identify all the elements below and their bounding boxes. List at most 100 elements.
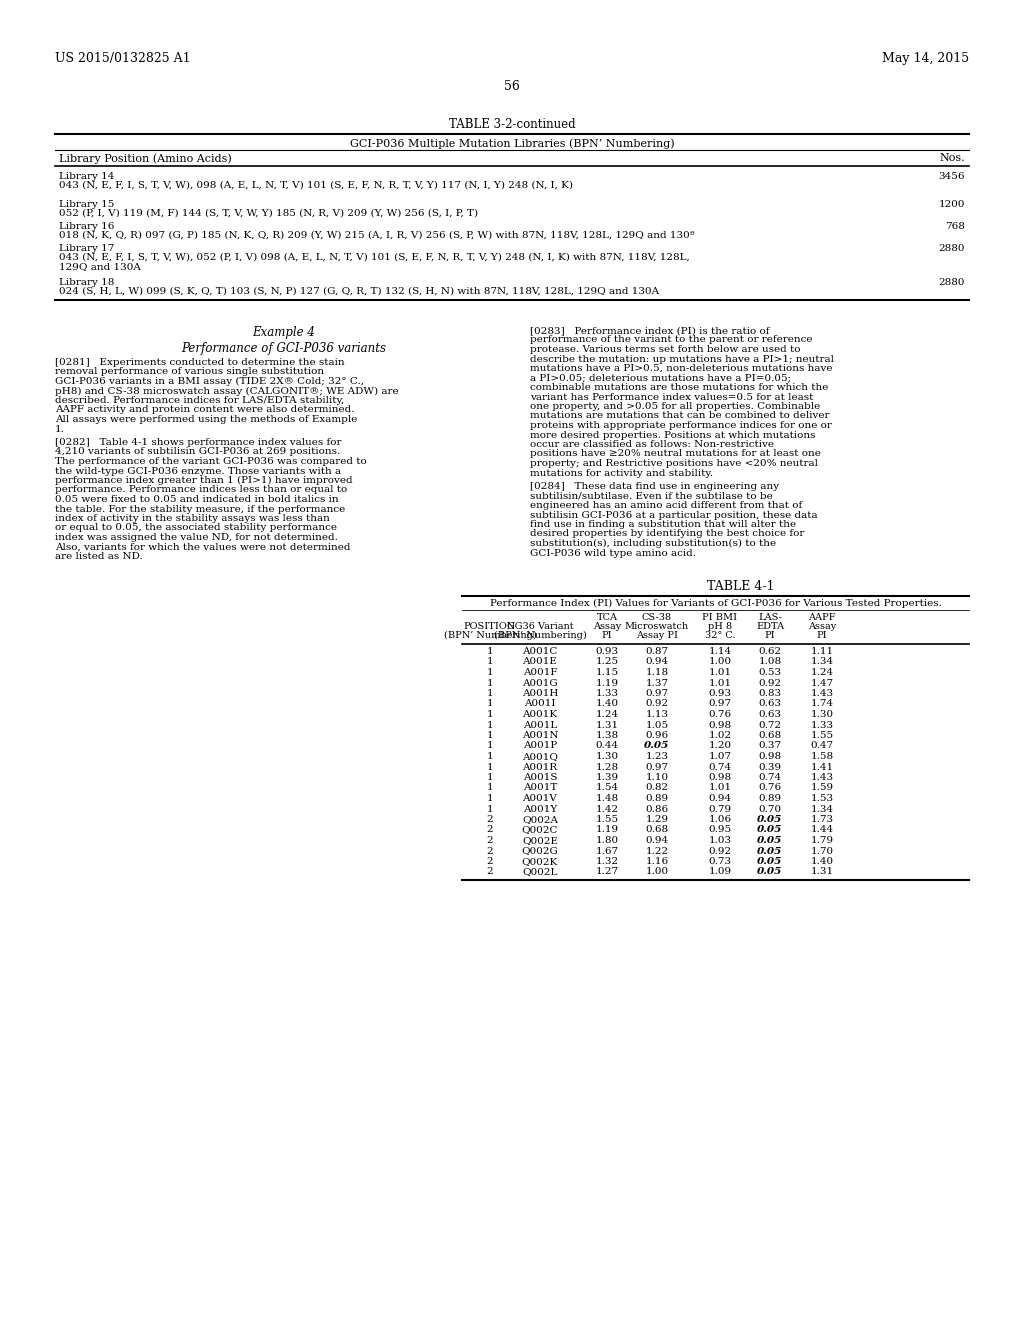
Text: more desired properties. Positions at which mutations: more desired properties. Positions at wh… [530,430,815,440]
Text: All assays were performed using the methods of Example: All assays were performed using the meth… [55,414,357,424]
Text: 1.: 1. [55,425,65,433]
Text: 1.30: 1.30 [595,752,618,762]
Text: A001P: A001P [523,742,557,751]
Text: 0.05: 0.05 [758,814,782,824]
Text: 1.30: 1.30 [810,710,834,719]
Text: 1: 1 [486,795,494,803]
Text: 4,210 variants of subtilisin GCI-P036 at 269 positions.: 4,210 variants of subtilisin GCI-P036 at… [55,447,340,457]
Text: PI BMI: PI BMI [702,612,737,622]
Text: index of activity in the stability assays was less than: index of activity in the stability assay… [55,513,330,523]
Text: A001V: A001V [522,795,557,803]
Text: 0.93: 0.93 [709,689,731,698]
Text: 1: 1 [486,774,494,781]
Text: TABLE 4-1: TABLE 4-1 [707,579,774,593]
Text: 1.15: 1.15 [595,668,618,677]
Text: 1.42: 1.42 [595,804,618,813]
Text: 1: 1 [486,784,494,792]
Text: removal performance of various single substitution: removal performance of various single su… [55,367,325,376]
Text: A001F: A001F [522,668,557,677]
Text: 1.06: 1.06 [709,814,731,824]
Text: 1.55: 1.55 [595,814,618,824]
Text: A001L: A001L [523,721,557,730]
Text: 1.24: 1.24 [810,668,834,677]
Text: 1.37: 1.37 [645,678,669,688]
Text: (BPN’ Numbering): (BPN’ Numbering) [494,631,587,640]
Text: 0.37: 0.37 [759,742,781,751]
Text: variant has Performance index values=0.5 for at least: variant has Performance index values=0.5… [530,392,813,401]
Text: [0282]   Table 4-1 shows performance index values for: [0282] Table 4-1 shows performance index… [55,438,341,447]
Text: Library 17: Library 17 [59,244,115,253]
Text: Library 15: Library 15 [59,201,115,209]
Text: EDTA: EDTA [756,622,784,631]
Text: 0.63: 0.63 [759,710,781,719]
Text: 1.40: 1.40 [595,700,618,709]
Text: desired properties by identifying the best choice for: desired properties by identifying the be… [530,529,805,539]
Text: 0.47: 0.47 [810,742,834,751]
Text: 1.01: 1.01 [709,678,731,688]
Text: 1.67: 1.67 [595,846,618,855]
Text: 1.38: 1.38 [595,731,618,741]
Text: performance of the variant to the parent or reference: performance of the variant to the parent… [530,335,812,345]
Text: 0.05: 0.05 [758,846,782,855]
Text: 0.68: 0.68 [645,825,669,834]
Text: 1.31: 1.31 [810,867,834,876]
Text: May 14, 2015: May 14, 2015 [882,51,969,65]
Text: (BPN’ Numbering): (BPN’ Numbering) [443,631,537,640]
Text: 0.94: 0.94 [709,795,731,803]
Text: 1.01: 1.01 [709,668,731,677]
Text: 1.29: 1.29 [645,814,669,824]
Text: 1200: 1200 [939,201,965,209]
Text: TCA: TCA [597,612,617,622]
Text: positions have ≥20% neutral mutations for at least one: positions have ≥20% neutral mutations fo… [530,450,821,458]
Text: PI: PI [602,631,612,640]
Text: 1.43: 1.43 [810,774,834,781]
Text: A001C: A001C [522,647,558,656]
Text: 1.34: 1.34 [810,804,834,813]
Text: 2: 2 [486,825,494,834]
Text: 0.05: 0.05 [758,836,782,845]
Text: combinable mutations are those mutations for which the: combinable mutations are those mutations… [530,383,828,392]
Text: 2880: 2880 [939,244,965,253]
Text: 1: 1 [486,668,494,677]
Text: 0.79: 0.79 [709,804,731,813]
Text: 1.14: 1.14 [709,647,731,656]
Text: LAS-: LAS- [758,612,782,622]
Text: 0.63: 0.63 [759,700,781,709]
Text: subtilisin/subtilase. Even if the subtilase to be: subtilisin/subtilase. Even if the subtil… [530,491,773,500]
Text: A001Q: A001Q [522,752,558,762]
Text: A001E: A001E [522,657,557,667]
Text: 1.18: 1.18 [645,668,669,677]
Text: 1: 1 [486,742,494,751]
Text: 1.40: 1.40 [810,857,834,866]
Text: CS-38: CS-38 [642,612,672,622]
Text: 0.97: 0.97 [645,763,669,771]
Text: one property, and >0.05 for all properties. Combinable: one property, and >0.05 for all properti… [530,403,820,411]
Text: 043 (N, E, F, I, S, T, V, W), 052 (P, I, V) 098 (A, E, L, N, T, V) 101 (S, E, F,: 043 (N, E, F, I, S, T, V, W), 052 (P, I,… [59,253,690,261]
Text: 1: 1 [486,678,494,688]
Text: 129Q and 130A: 129Q and 130A [59,261,141,271]
Text: 0.98: 0.98 [759,752,781,762]
Text: the wild-type GCI-P036 enzyme. Those variants with a: the wild-type GCI-P036 enzyme. Those var… [55,466,341,475]
Text: 0.92: 0.92 [709,846,731,855]
Text: 3456: 3456 [939,172,965,181]
Text: Q002E: Q002E [522,836,558,845]
Text: 0.72: 0.72 [759,721,781,730]
Text: Q002K: Q002K [522,857,558,866]
Text: mutations have a PI>0.5, non-deleterious mutations have: mutations have a PI>0.5, non-deleterious… [530,364,833,374]
Text: 1.20: 1.20 [709,742,731,751]
Text: Performance of GCI-P036 variants: Performance of GCI-P036 variants [181,342,386,355]
Text: engineered has an amino acid different from that of: engineered has an amino acid different f… [530,502,802,510]
Text: A001S: A001S [522,774,557,781]
Text: Q002A: Q002A [522,814,558,824]
Text: 1.53: 1.53 [810,795,834,803]
Text: 1: 1 [486,731,494,741]
Text: A001T: A001T [523,784,557,792]
Text: 1.80: 1.80 [595,836,618,845]
Text: 1.73: 1.73 [810,814,834,824]
Text: 56: 56 [504,81,520,92]
Text: 1.25: 1.25 [595,657,618,667]
Text: the table. For the stability measure, if the performance: the table. For the stability measure, if… [55,504,345,513]
Text: 1.02: 1.02 [709,731,731,741]
Text: 1.09: 1.09 [709,867,731,876]
Text: Q002C: Q002C [522,825,558,834]
